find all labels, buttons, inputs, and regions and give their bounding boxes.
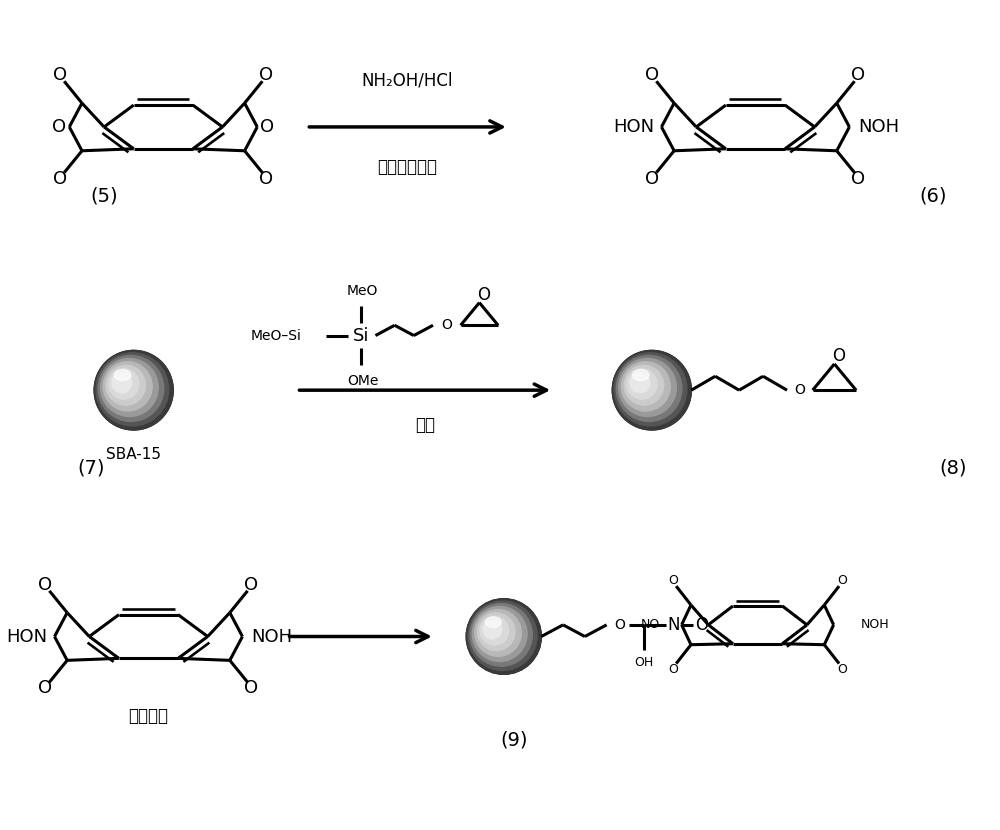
Text: O: O [53,169,67,188]
Ellipse shape [466,598,541,674]
Ellipse shape [612,350,691,430]
Text: NOH: NOH [251,627,293,646]
Ellipse shape [621,362,670,411]
Text: NO: NO [641,618,660,632]
Text: OH: OH [635,656,654,669]
Ellipse shape [109,369,139,399]
Text: 甲苯: 甲苯 [415,416,435,434]
Text: O: O [52,118,67,136]
Text: 三乙胺，甲苯: 三乙胺，甲苯 [377,158,437,176]
Ellipse shape [483,620,502,639]
Ellipse shape [114,369,131,381]
Text: SBA-15: SBA-15 [106,447,161,462]
Text: O: O [837,574,847,587]
Ellipse shape [106,365,146,405]
Ellipse shape [616,355,682,422]
Ellipse shape [624,365,664,405]
Ellipse shape [466,598,541,674]
Text: HON: HON [6,627,47,646]
Text: Si: Si [352,326,369,344]
Text: O: O [668,663,678,676]
Ellipse shape [96,353,169,426]
Ellipse shape [475,609,521,657]
Ellipse shape [112,373,132,393]
Ellipse shape [632,369,649,381]
Text: O: O [259,169,273,188]
Text: O: O [695,616,708,634]
Text: O: O [645,66,659,85]
Ellipse shape [485,617,501,627]
Ellipse shape [468,601,537,671]
Ellipse shape [619,359,676,417]
Text: (7): (7) [77,458,105,477]
Text: O: O [668,574,678,587]
Ellipse shape [478,613,515,651]
Text: O: O [645,169,659,188]
Text: O: O [614,618,625,632]
Text: O: O [477,286,490,304]
Text: O: O [38,576,53,593]
Text: O: O [259,66,273,85]
Ellipse shape [98,355,164,422]
Text: NH₂OH/HCl: NH₂OH/HCl [361,71,453,90]
Text: NOH: NOH [861,618,890,632]
Text: O: O [53,66,67,85]
Text: HON: HON [613,118,654,136]
Text: MeO: MeO [347,284,378,298]
Ellipse shape [94,350,173,430]
Ellipse shape [630,373,650,393]
Ellipse shape [472,607,527,662]
Text: (6): (6) [919,187,947,206]
Text: O: O [851,169,866,188]
Ellipse shape [612,350,691,430]
Text: O: O [851,66,866,85]
Text: O: O [441,318,452,332]
Text: O: O [832,347,845,365]
Ellipse shape [470,603,532,666]
Text: O: O [837,663,847,676]
Text: (9): (9) [500,730,527,749]
Text: N: N [667,616,680,634]
Text: OMe: OMe [347,374,378,388]
Ellipse shape [614,353,687,426]
Text: (5): (5) [90,187,118,206]
Ellipse shape [480,617,509,645]
Ellipse shape [627,369,657,399]
Text: O: O [260,118,274,136]
Text: O: O [794,383,805,398]
Text: (8): (8) [939,458,967,477]
Text: O: O [38,679,53,697]
Ellipse shape [103,362,152,411]
Ellipse shape [101,359,158,417]
Text: 四氢呃喂: 四氢呃喂 [128,707,168,725]
Text: NOH: NOH [858,118,900,136]
Text: O: O [244,576,259,593]
Text: O: O [244,679,259,697]
Ellipse shape [94,350,173,430]
Text: MeO–Si: MeO–Si [251,329,301,343]
